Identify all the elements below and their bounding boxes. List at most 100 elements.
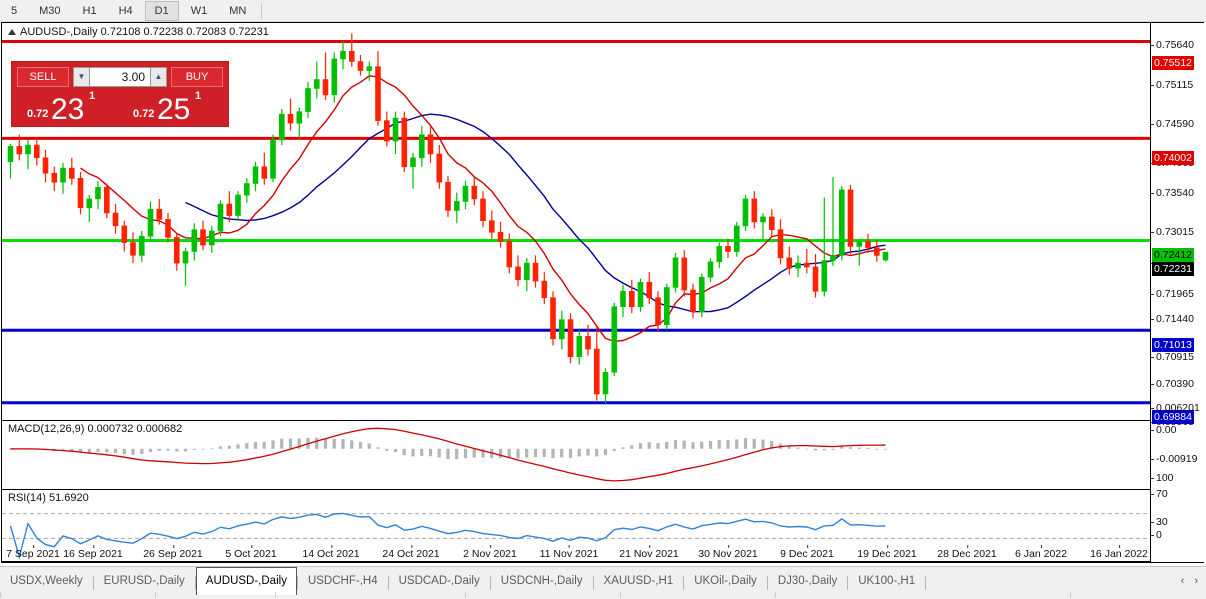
tab-scroll-controls: ‹ › bbox=[1181, 567, 1206, 587]
price-level-label-red[interactable]: 0.74002 bbox=[1152, 151, 1194, 165]
date-tick: 14 Oct 2021 bbox=[302, 545, 360, 560]
price-tick: 0.75115 bbox=[1150, 79, 1194, 91]
tab-grid-tick bbox=[1070, 592, 1071, 598]
date-tick: 6 Jan 2022 bbox=[1015, 545, 1067, 560]
timeframe-toolbar: 5 M30 H1 H4 D1 W1 MN bbox=[0, 0, 1206, 22]
timeframe-button-m30[interactable]: M30 bbox=[39, 4, 61, 17]
symbol-tab-usdcad-daily[interactable]: USDCAD-,Daily bbox=[398, 575, 480, 587]
indicator-tick: 70 bbox=[1151, 488, 1168, 500]
tab-scroll-right-icon[interactable]: › bbox=[1194, 575, 1198, 587]
indicator-tick: 0 bbox=[1151, 529, 1162, 541]
tab-divider bbox=[296, 576, 298, 590]
price-tick: 0.70390 bbox=[1151, 378, 1194, 390]
sell-price[interactable]: 0.72 23 1 bbox=[15, 88, 119, 126]
date-tick: 5 Oct 2021 bbox=[225, 545, 277, 560]
volume-stepper[interactable]: ▼ 3.00 ▲ bbox=[73, 66, 167, 87]
buy-price-pips: 25 bbox=[157, 93, 191, 126]
indicator-tick: -0.00919 bbox=[1150, 453, 1198, 465]
chart-frame: AUDUSD-,Daily 0.72108 0.72238 0.72083 0.… bbox=[1, 22, 1205, 563]
date-tick: 7 Sep 2021 bbox=[6, 545, 60, 560]
timeframe-button-h4[interactable]: H4 bbox=[118, 4, 133, 17]
chart-title-text: AUDUSD-,Daily 0.72108 0.72238 0.72083 0.… bbox=[20, 26, 269, 38]
symbol-tab-eurusd-daily[interactable]: EURUSD-,Daily bbox=[103, 575, 185, 587]
volume-input[interactable]: 3.00 bbox=[90, 66, 150, 87]
timeframe-button-d1[interactable]: D1 bbox=[144, 0, 179, 21]
tab-divider bbox=[489, 576, 491, 590]
tab-divider bbox=[683, 576, 685, 590]
price-tick: 0.74590 bbox=[1151, 118, 1194, 130]
volume-decrement-button[interactable]: ▼ bbox=[73, 66, 90, 87]
volume-increment-button[interactable]: ▲ bbox=[150, 66, 167, 87]
symbol-tab-usdx-weekly[interactable]: USDX,Weekly bbox=[10, 575, 83, 587]
trade-prices: 0.72 23 1 0.72 25 1 bbox=[12, 88, 228, 126]
sell-price-pips: 23 bbox=[51, 93, 85, 126]
one-click-trade-panel[interactable]: SELL ▼ 3.00 ▲ BUY 0.72 23 1 0.72 bbox=[11, 61, 229, 127]
date-tick: 2 Nov 2021 bbox=[463, 545, 517, 560]
tab-grid-lines bbox=[0, 592, 1206, 598]
tab-grid-tick bbox=[620, 592, 621, 598]
trade-panel-controls: SELL ▼ 3.00 ▲ BUY bbox=[12, 62, 228, 88]
price-level-label-blue[interactable]: 0.71013 bbox=[1152, 338, 1194, 352]
date-axis: 7 Sep 2021 16 Sep 2021 26 Sep 2021 5 Oct 20… bbox=[1, 545, 1204, 563]
toolbar-divider bbox=[261, 2, 263, 19]
symbol-tab-xauusd-h1[interactable]: XAUUSD-,H1 bbox=[603, 575, 674, 587]
collapse-triangle-icon[interactable] bbox=[8, 29, 16, 36]
symbol-tab-ukoil-daily[interactable]: UKOil-,Daily bbox=[694, 575, 757, 587]
tab-divider bbox=[387, 576, 389, 590]
price-tick: 0.73540 bbox=[1151, 187, 1194, 199]
price-axis[interactable]: 0.756400.751150.745900.740650.735400.730… bbox=[1150, 23, 1205, 562]
timeframe-button-h1[interactable]: H1 bbox=[82, 4, 97, 17]
sell-price-fraction: 1 bbox=[89, 90, 96, 102]
tab-divider bbox=[592, 576, 594, 590]
macd-indicator-pane[interactable]: MACD(12,26,9) 0.000732 0.000682 bbox=[2, 421, 1150, 490]
price-level-label-green[interactable]: 0.72412 bbox=[1152, 248, 1194, 262]
tab-grid-tick bbox=[0, 592, 1, 598]
macd-svg bbox=[8, 427, 888, 482]
date-tick: 9 Dec 2021 bbox=[780, 545, 834, 560]
rsi-title: RSI(14) 51.6920 bbox=[8, 492, 89, 504]
rsi-indicator-pane[interactable]: RSI(14) 51.6920 bbox=[2, 490, 1150, 562]
indicator-tick: 100 bbox=[1151, 472, 1174, 484]
timeframe-button-mn[interactable]: MN bbox=[229, 4, 247, 17]
timeframe-button-5[interactable]: 5 bbox=[11, 4, 18, 17]
price-chart-pane[interactable]: AUDUSD-,Daily 0.72108 0.72238 0.72083 0.… bbox=[2, 23, 1150, 421]
date-tick: 16 Jan 2022 bbox=[1090, 545, 1148, 560]
symbol-tab-dj30-daily[interactable]: DJ30-,Daily bbox=[777, 575, 838, 587]
price-tick: 0.71440 bbox=[1151, 313, 1194, 325]
symbol-tab-audusd-daily[interactable]: AUDUSD-,Daily bbox=[195, 567, 297, 595]
symbol-tab-uk100-h1[interactable]: UK100-,H1 bbox=[858, 575, 916, 587]
date-tick: 19 Dec 2021 bbox=[857, 545, 917, 560]
tab-grid-tick bbox=[775, 592, 776, 598]
tab-divider bbox=[92, 576, 94, 590]
chevron-up-icon: ▲ bbox=[154, 71, 163, 81]
symbol-tab-bar: USDX,Weekly EURUSD-,Daily AUDUSD-,Daily USD… bbox=[0, 566, 1206, 599]
buy-button[interactable]: BUY bbox=[171, 66, 223, 87]
price-tick: 0.73015 bbox=[1151, 226, 1194, 238]
rsi-svg bbox=[2, 512, 1150, 560]
tab-scroll-left-icon[interactable]: ‹ bbox=[1180, 575, 1185, 587]
tab-divider bbox=[847, 576, 849, 590]
date-tick: 28 Dec 2021 bbox=[937, 545, 997, 560]
tab-divider bbox=[194, 576, 196, 590]
symbol-tab-usdchf-h4[interactable]: USDCHF-,H4 bbox=[307, 575, 378, 587]
sell-price-prefix: 0.72 bbox=[27, 108, 49, 120]
sell-button[interactable]: SELL bbox=[17, 66, 69, 87]
tab-divider bbox=[925, 576, 927, 590]
buy-price[interactable]: 0.72 25 1 bbox=[121, 88, 225, 126]
indicator-tick: 0.006201 bbox=[1151, 402, 1200, 414]
price-level-label-black[interactable]: 0.72231 bbox=[1152, 262, 1194, 276]
price-tick: 0.71965 bbox=[1151, 288, 1194, 300]
macd-title: MACD(12,26,9) 0.000732 0.000682 bbox=[8, 423, 183, 435]
price-level-label-blue[interactable]: 0.69884 bbox=[1152, 410, 1194, 424]
price-chart-svg bbox=[2, 33, 1150, 405]
symbol-tab-usdcnh-daily[interactable]: USDCNH-,Daily bbox=[500, 575, 583, 587]
timeframe-button-w1[interactable]: W1 bbox=[190, 4, 208, 17]
date-tick: 16 Sep 2021 bbox=[63, 545, 123, 560]
date-tick: 24 Oct 2021 bbox=[382, 545, 440, 560]
date-tick: 21 Nov 2021 bbox=[619, 545, 679, 560]
date-tick: 30 Nov 2021 bbox=[698, 545, 758, 560]
chart-title-bar: AUDUSD-,Daily 0.72108 0.72238 0.72083 0.… bbox=[8, 26, 269, 38]
price-level-label-red[interactable]: 0.75512 bbox=[1152, 56, 1194, 70]
tab-grid-tick bbox=[155, 592, 156, 598]
